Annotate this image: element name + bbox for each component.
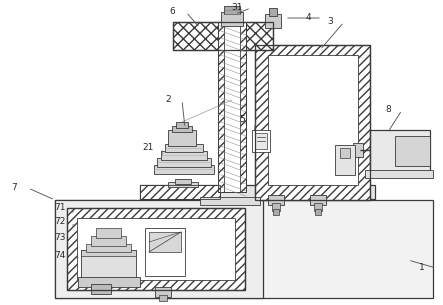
- Text: 21: 21: [142, 143, 154, 152]
- Bar: [165, 144, 203, 152]
- Text: 74: 74: [54, 250, 66, 260]
- Bar: [86, 244, 131, 252]
- Bar: [370, 130, 430, 172]
- Text: 31: 31: [231, 3, 243, 13]
- Bar: [252, 130, 270, 152]
- Bar: [314, 203, 322, 211]
- Bar: [255, 45, 370, 200]
- Bar: [161, 151, 207, 160]
- Bar: [224, 6, 240, 14]
- Bar: [221, 12, 243, 26]
- Bar: [145, 228, 185, 276]
- Bar: [353, 143, 363, 157]
- Text: 2: 2: [165, 95, 171, 105]
- Bar: [67, 208, 245, 290]
- Text: 3: 3: [327, 17, 333, 27]
- Bar: [140, 185, 220, 199]
- Bar: [77, 218, 235, 280]
- Text: 6: 6: [169, 8, 175, 16]
- Bar: [255, 133, 267, 149]
- Bar: [315, 209, 321, 215]
- Bar: [168, 182, 198, 187]
- Text: 5: 5: [239, 116, 245, 124]
- Text: 4: 4: [305, 13, 311, 23]
- Bar: [218, 22, 246, 192]
- Bar: [265, 14, 281, 28]
- Bar: [272, 203, 280, 211]
- Bar: [157, 158, 211, 167]
- Bar: [310, 195, 326, 205]
- Bar: [172, 126, 192, 132]
- Bar: [269, 8, 277, 16]
- Bar: [154, 165, 214, 174]
- Bar: [255, 45, 370, 200]
- Text: 73: 73: [54, 234, 66, 242]
- Bar: [365, 170, 433, 178]
- Text: 8: 8: [385, 106, 391, 114]
- Bar: [55, 200, 433, 298]
- Bar: [268, 55, 358, 185]
- Bar: [175, 179, 191, 184]
- Bar: [81, 250, 136, 256]
- Bar: [335, 145, 355, 175]
- Bar: [155, 287, 171, 297]
- Text: 72: 72: [54, 217, 66, 227]
- Bar: [140, 185, 375, 199]
- Bar: [81, 250, 136, 280]
- Bar: [200, 197, 260, 205]
- Bar: [395, 136, 430, 166]
- Bar: [173, 22, 273, 50]
- Bar: [55, 200, 263, 298]
- Bar: [168, 130, 196, 146]
- Bar: [173, 22, 273, 50]
- Bar: [176, 122, 188, 128]
- Bar: [91, 236, 126, 246]
- Text: 7: 7: [11, 184, 17, 192]
- Bar: [78, 277, 140, 287]
- Bar: [273, 209, 279, 215]
- Bar: [149, 232, 181, 252]
- Text: 1: 1: [419, 264, 425, 272]
- Bar: [159, 295, 167, 301]
- Bar: [140, 185, 220, 199]
- Bar: [340, 148, 350, 158]
- Bar: [268, 195, 284, 205]
- Text: 71: 71: [54, 203, 66, 213]
- Bar: [224, 22, 240, 192]
- Bar: [96, 228, 121, 238]
- Bar: [67, 208, 245, 290]
- Bar: [91, 284, 111, 294]
- Bar: [218, 22, 246, 192]
